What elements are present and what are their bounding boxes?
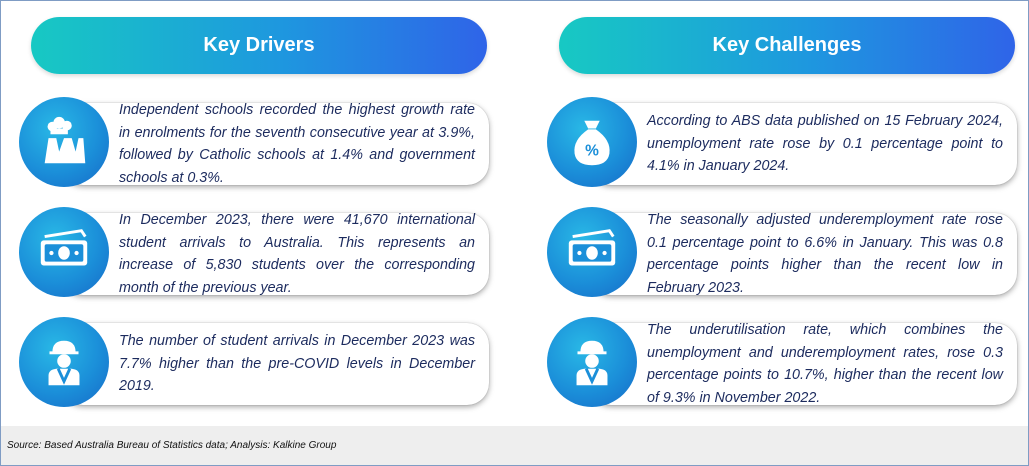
source-footer: Source: Based Australia Bureau of Statis… bbox=[1, 426, 1028, 465]
driver-card-2: In December 2023, there were 41,670 inte… bbox=[19, 207, 489, 299]
driver-card-1: Independent schools recorded the highest… bbox=[19, 97, 489, 189]
key-drivers-column: Key Drivers Independent schools recorded… bbox=[9, 1, 489, 426]
driver-card-3: The number of student arrivals in Decemb… bbox=[19, 317, 489, 409]
factory-icon bbox=[19, 97, 109, 187]
cash-icon bbox=[19, 207, 109, 297]
challenge-card-3: The underutilisation rate, which combine… bbox=[547, 317, 1017, 409]
key-challenges-header: Key Challenges bbox=[559, 17, 1015, 74]
cash-icon bbox=[547, 207, 637, 297]
challenge-card-2: The seasonally adjusted underemployment … bbox=[547, 207, 1017, 299]
svg-text:%: % bbox=[585, 143, 599, 160]
challenge-text-1: According to ABS data published on 15 Fe… bbox=[647, 113, 1003, 175]
driver-text-1: Independent schools recorded the highest… bbox=[119, 102, 475, 186]
challenge-text-3: The underutilisation rate, which combine… bbox=[647, 322, 1003, 406]
worker-icon bbox=[547, 317, 637, 407]
challenge-text-2: The seasonally adjusted underemployment … bbox=[647, 212, 1003, 296]
driver-text-2: In December 2023, there were 41,670 inte… bbox=[119, 212, 475, 296]
source-text: Source: Based Australia Bureau of Statis… bbox=[7, 440, 337, 451]
key-challenges-column: Key Challenges % According to ABS data p… bbox=[537, 1, 1017, 426]
key-drivers-header: Key Drivers bbox=[31, 17, 487, 74]
money-bag-percent-icon: % bbox=[547, 97, 637, 187]
challenge-card-1: % According to ABS data published on 15 … bbox=[547, 97, 1017, 189]
worker-icon bbox=[19, 317, 109, 407]
driver-text-3: The number of student arrivals in Decemb… bbox=[119, 333, 475, 395]
